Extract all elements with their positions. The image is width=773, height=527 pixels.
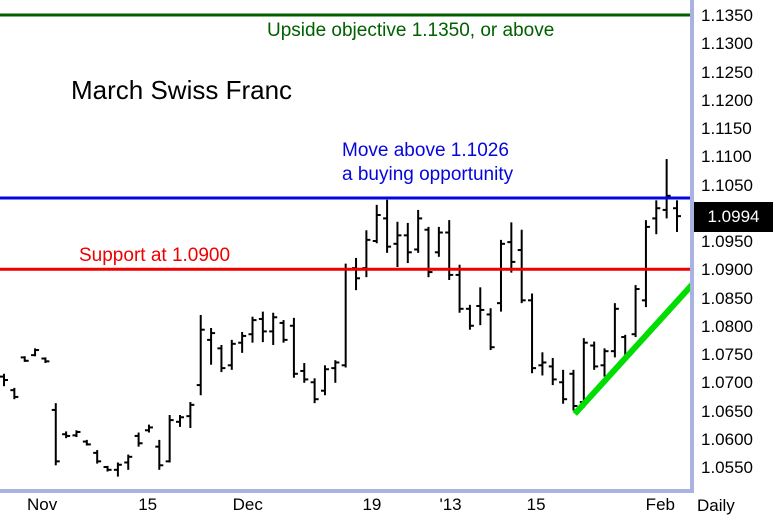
price-axis-label: 1.0600 xyxy=(701,429,753,449)
price-axis-label: 1.1050 xyxy=(701,175,753,195)
timeframe-label: Daily xyxy=(697,496,735,515)
price-axis-label: 1.0850 xyxy=(701,288,753,308)
buy-opportunity-line1: Move above 1.1026 xyxy=(342,140,509,161)
last-price-value: 1.0994 xyxy=(707,207,760,226)
x-axis-line xyxy=(0,489,694,493)
price-scale: 1.1350 1.1300 1.1250 1.1200 1.1150 1.1100 1.10… xyxy=(694,0,773,490)
price-axis-label: 1.1100 xyxy=(701,147,752,167)
page-title: March Swiss Franc xyxy=(71,75,293,105)
date-axis-label: 19 xyxy=(362,495,382,514)
price-axis-label: 1.1350 xyxy=(701,6,753,25)
date-axis-label: Feb xyxy=(645,495,675,514)
support-annotation: Support at 1.0900 xyxy=(79,245,231,266)
date-axis-label: 15 xyxy=(526,495,546,514)
date-axis-label: 15 xyxy=(138,495,158,514)
upside-objective-annotation: Upside objective 1.1350, or above xyxy=(267,20,555,41)
date-axis: Nov 15 Dec 19 '13 15 Feb xyxy=(0,495,690,521)
price-axis-label: 1.0900 xyxy=(701,260,753,280)
price-axis-label: 1.0550 xyxy=(701,458,753,477)
price-axis-label: 1.1150 xyxy=(701,119,752,138)
uptrend-line xyxy=(572,282,690,416)
last-price-badge: 1.0994 xyxy=(694,202,773,232)
date-axis-label: Nov xyxy=(26,495,58,514)
chart-canvas xyxy=(0,13,690,477)
price-axis-label: 1.0750 xyxy=(701,345,753,364)
price-axis-label: 1.1300 xyxy=(701,34,753,54)
date-axis-label: '13 xyxy=(439,495,462,514)
price-axis-label: 1.1250 xyxy=(701,62,753,82)
date-axis-label: Dec xyxy=(232,495,263,514)
price-axis-label: 1.1200 xyxy=(701,90,753,110)
price-axis-label: 1.0800 xyxy=(701,316,753,336)
buy-opportunity-line2: a buying opportunity xyxy=(342,164,514,185)
price-axis-label: 1.0950 xyxy=(701,232,753,251)
price-axis-label: 1.0700 xyxy=(701,373,753,393)
y-axis-line xyxy=(690,0,694,490)
price-chart xyxy=(0,13,690,477)
price-axis-label: 1.0650 xyxy=(701,401,753,421)
buy-opportunity-annotation: Move above 1.1026 a buying opportunity xyxy=(342,139,513,187)
